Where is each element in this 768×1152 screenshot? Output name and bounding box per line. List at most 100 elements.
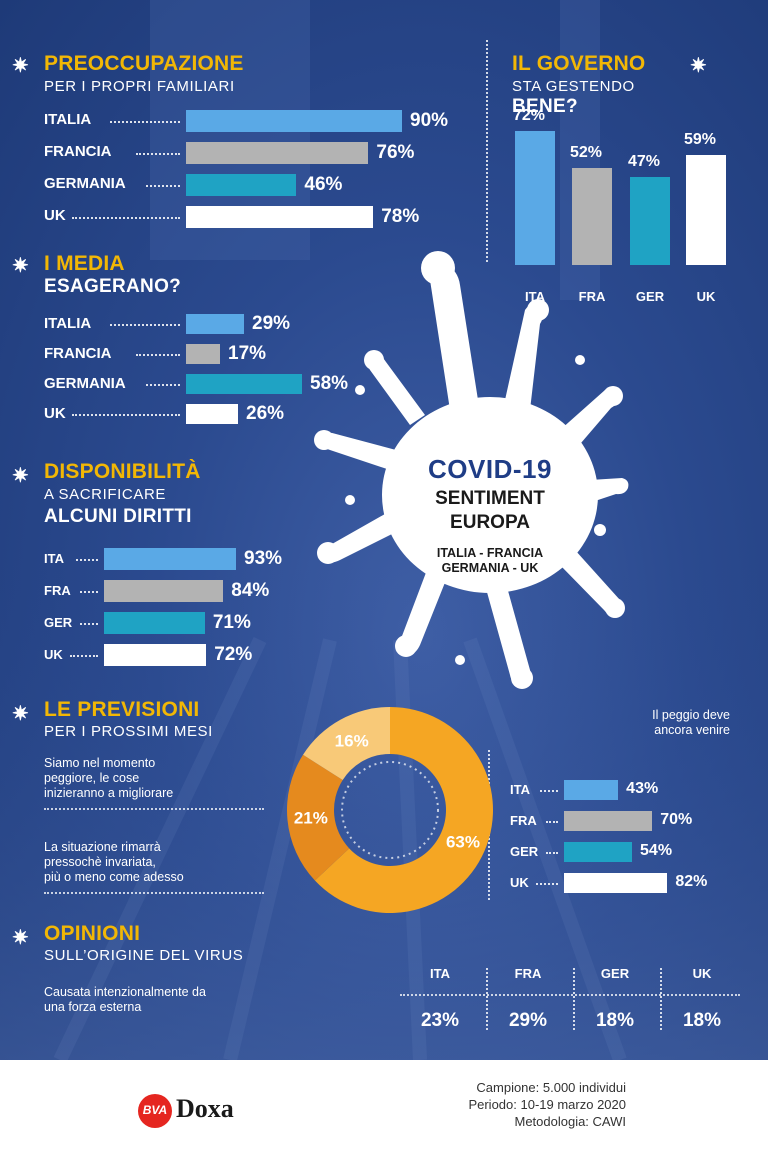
opinioni-column-header: GER <box>600 966 630 981</box>
disponibilita-value-label: 72% <box>214 644 253 665</box>
preoccupazione-bar <box>186 174 297 196</box>
disponibilita-subtitle: A SACRIFICARE <box>44 486 166 503</box>
invariata-note-line1: La situazione rimarrà <box>44 840 161 854</box>
media-bar <box>186 374 302 394</box>
opinioni-note-line1: Causata intenzionalmente da <box>44 985 206 999</box>
peggio-value-label: 70% <box>660 811 693 828</box>
media-subtitle-bold: ESAGERANO? <box>44 276 182 297</box>
media-bar <box>186 314 244 334</box>
media-value-label: 29% <box>252 313 291 334</box>
media-leader-dots <box>110 324 180 326</box>
preoccupazione-value-label: 46% <box>304 174 343 195</box>
covid-title: COVID-19 <box>428 454 552 484</box>
peggio-value-label: 54% <box>640 842 673 859</box>
governo-bar <box>686 155 726 265</box>
media-title: I MEDIA <box>44 252 125 275</box>
peggio-category-label: UK <box>510 875 529 890</box>
asterisk-icon: ✷ <box>690 55 707 77</box>
governo-value-label: 59% <box>684 131 717 149</box>
preoccupazione-title: PREOCCUPAZIONE <box>44 52 244 75</box>
virus-splash-icon <box>314 251 629 689</box>
disponibilita-subtitle-bold: ALCUNI DIRITTI <box>44 506 192 527</box>
previsioni-slice-label: 63% <box>446 833 480 852</box>
peggio-note-line2: ancora venire <box>654 723 730 737</box>
governo-bar <box>572 168 612 265</box>
disponibilita-category-label: FRA <box>44 583 71 598</box>
media-leader-dots <box>146 384 180 386</box>
media-value-label: 58% <box>310 373 349 394</box>
opinioni-value: 18% <box>682 1010 722 1031</box>
footer: BVA Doxa Campione: 5.000 individui Perio… <box>0 1060 768 1152</box>
invariata-note-line3: più o meno come adesso <box>44 870 184 884</box>
governo-category-label: GER <box>635 289 665 304</box>
disponibilita-leader-dots <box>70 655 98 657</box>
footer-metodologia: Metodologia: CAWI <box>514 1114 626 1129</box>
asterisk-icon: ✷ <box>12 703 29 725</box>
opinioni-column-header: FRA <box>514 966 542 981</box>
background-texture <box>0 0 768 1060</box>
governo-category-label: UK <box>696 289 716 304</box>
preoccupazione-subtitle: PER I PROPRI FAMILIARI <box>44 78 235 95</box>
governo-category-label: FRA <box>578 289 606 304</box>
peggio-bar <box>564 873 668 893</box>
media-category-label: FRANCIA <box>44 345 112 362</box>
peggio-category-label: ITA <box>510 782 530 797</box>
media-category-label: GERMANIA <box>44 375 126 392</box>
opinioni-leader <box>400 994 740 996</box>
preoccupazione-leader-dots <box>136 153 180 155</box>
previsioni-slice <box>303 707 390 780</box>
doxa-logo-text: Doxa <box>176 1094 234 1123</box>
bva-logo-text: BVA <box>142 1103 168 1117</box>
opinioni-value: 18% <box>595 1010 635 1031</box>
disponibilita-leader-dots <box>76 559 98 561</box>
peggio-category-label: FRA <box>510 813 537 828</box>
opinioni-value: 23% <box>420 1010 460 1031</box>
peggio-leader-dots <box>546 821 558 823</box>
preoccupazione-leader-dots <box>110 121 180 123</box>
invariata-leader <box>44 892 264 894</box>
asterisk-icon: ✷ <box>12 55 29 77</box>
peggio-leader-dots <box>540 790 558 792</box>
media-value-label: 17% <box>228 343 267 364</box>
invariata-note-line2: pressochè invariata, <box>44 855 156 869</box>
covid-europa: EUROPA <box>450 512 530 533</box>
opinioni-column-header: UK <box>692 966 712 981</box>
covid-countries-1: ITALIA - FRANCIA <box>436 546 544 560</box>
disponibilita-leader-dots <box>80 623 98 625</box>
disponibilita-leader-dots <box>80 591 98 593</box>
previsioni-slice-label: 21% <box>294 808 328 827</box>
disponibilita-value-label: 84% <box>231 580 270 601</box>
governo-subtitle: STA GESTENDO <box>512 78 635 95</box>
peggio-bar <box>564 842 633 862</box>
media-category-label: UK <box>44 405 66 422</box>
migliorare-leader <box>44 808 264 810</box>
governo-divider <box>486 40 488 262</box>
opinioni-title: OPINIONI <box>44 922 141 945</box>
disponibilita-title: DISPONIBILITÀ <box>44 460 201 483</box>
peggio-note-line1: Il peggio deve <box>652 708 730 722</box>
footer-periodo: Periodo: 10-19 marzo 2020 <box>468 1097 626 1112</box>
covid-sentiment: SENTIMENT <box>435 488 545 509</box>
preoccupazione-leader-dots <box>146 185 180 187</box>
media-leader-dots <box>72 414 180 416</box>
peggio-value-label: 43% <box>626 780 659 797</box>
previsioni-slice <box>287 754 350 881</box>
peggio-leader-dots <box>546 852 558 854</box>
previsioni-subtitle: PER I PROSSIMI MESI <box>44 723 213 740</box>
disponibilita-category-label: ITA <box>44 551 64 566</box>
governo-value-label: 52% <box>570 144 603 162</box>
preoccupazione-bar <box>186 142 369 164</box>
asterisk-icon: ✷ <box>12 927 29 949</box>
governo-bar <box>515 130 555 265</box>
opinioni-column-divider <box>486 968 488 1030</box>
disponibilita-value-label: 93% <box>244 548 283 569</box>
covid-countries-2: GERMANIA - UK <box>441 561 539 575</box>
media-value-label: 26% <box>246 403 285 424</box>
preoccupazione-value-label: 90% <box>410 110 449 131</box>
opinioni-subtitle: SULL’ORIGINE DEL VIRUS <box>44 947 244 964</box>
peggio-category-label: GER <box>510 844 539 859</box>
preoccupazione-leader-dots <box>72 217 180 219</box>
governo-subtitle-bold: BENE? <box>512 96 578 117</box>
disponibilita-bar <box>104 644 207 666</box>
